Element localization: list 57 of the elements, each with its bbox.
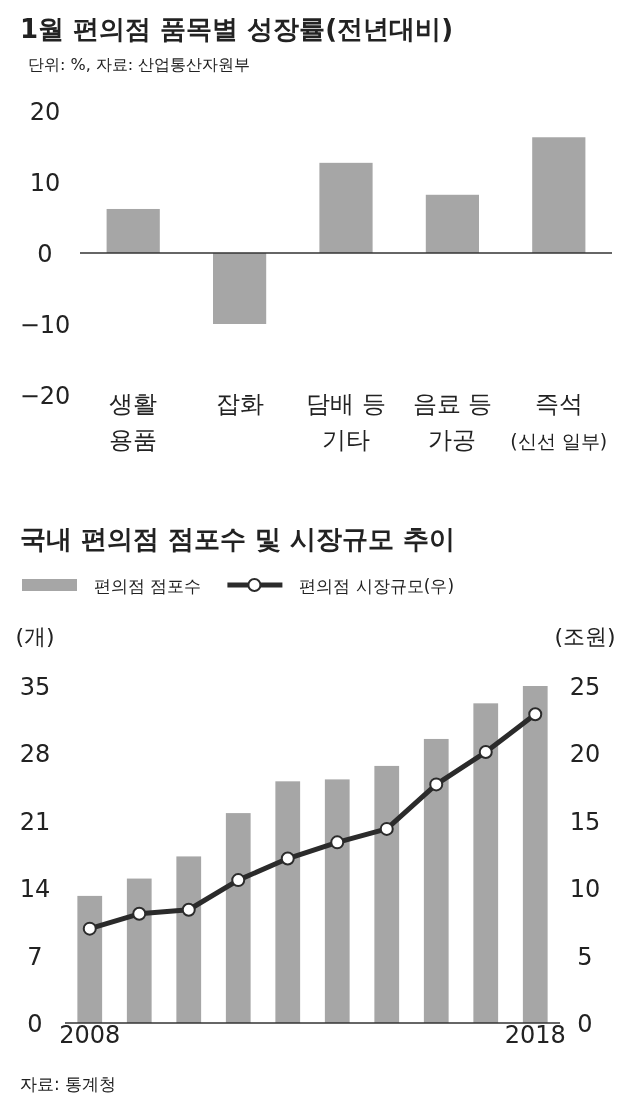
point xyxy=(379,821,394,836)
bar xyxy=(225,813,251,1023)
bar xyxy=(532,137,586,253)
legend-label: 편의점 점포수 xyxy=(94,576,202,596)
point xyxy=(82,921,97,936)
bar xyxy=(77,895,103,1023)
y-tick-label: 0 xyxy=(27,1010,43,1038)
point xyxy=(231,873,246,888)
bar xyxy=(374,765,400,1023)
point xyxy=(280,851,295,866)
y-tick-label: 10 xyxy=(29,169,61,197)
y2-axis-title: (조원) xyxy=(554,624,616,649)
y-tick-label: 35 xyxy=(19,673,51,701)
y2-tick-label: 25 xyxy=(569,673,601,701)
y-axis-title: (개) xyxy=(15,624,55,649)
point xyxy=(478,745,493,760)
y-tick-label: 21 xyxy=(19,807,51,836)
y-tick-label: 28 xyxy=(19,740,51,769)
x-tick-label: 생활 용품 xyxy=(109,390,158,454)
chart-title: 1월 편의점 품목별 성장률(전년대비) xyxy=(20,14,454,44)
text: 자료: 통계청 xyxy=(20,1074,117,1094)
bar xyxy=(213,253,267,324)
y2-tick-label: 20 xyxy=(569,740,601,769)
bar xyxy=(522,686,548,1023)
x-tick-label: 담배 등 기타 xyxy=(306,390,386,454)
bar xyxy=(106,208,160,253)
y2-tick-label: 15 xyxy=(569,807,601,836)
y-tick-label: 7 xyxy=(27,942,43,971)
bar xyxy=(423,738,449,1023)
x-tick-label: 잡화 xyxy=(215,390,264,418)
y-tick-label: −20 xyxy=(19,382,71,410)
bar xyxy=(324,779,350,1023)
y2-tick-label: 10 xyxy=(569,875,601,904)
x-tick-label: 음료 등 가공 xyxy=(412,390,493,454)
x-tick-label: 즉석 (신선 일부) xyxy=(510,390,608,452)
bar xyxy=(176,856,202,1023)
y-tick-label: 20 xyxy=(29,98,61,126)
bar xyxy=(425,194,479,253)
point xyxy=(181,902,196,917)
chart-subtitle: 단위: %, 자료: 산업통산자원부 xyxy=(28,55,251,74)
x-tick-label: 2008 xyxy=(59,1021,121,1049)
y2-tick-label: 5 xyxy=(577,942,593,971)
legend-label: 편의점 시장규모(우) xyxy=(299,576,455,596)
bar xyxy=(126,878,152,1023)
bar xyxy=(473,703,499,1023)
x-tick-label: 2018 xyxy=(504,1021,566,1049)
point xyxy=(132,906,147,921)
y-tick-label: 14 xyxy=(19,875,51,904)
y-tick-label: 0 xyxy=(37,240,53,268)
chart-title: 국내 편의점 점포수 및 시장규모 추이 xyxy=(20,524,456,554)
bar xyxy=(275,781,301,1023)
point xyxy=(528,707,543,722)
point xyxy=(429,777,444,792)
y2-tick-label: 0 xyxy=(577,1010,593,1038)
point xyxy=(330,835,345,850)
y-tick-label: −10 xyxy=(19,311,71,339)
bar xyxy=(319,162,373,253)
